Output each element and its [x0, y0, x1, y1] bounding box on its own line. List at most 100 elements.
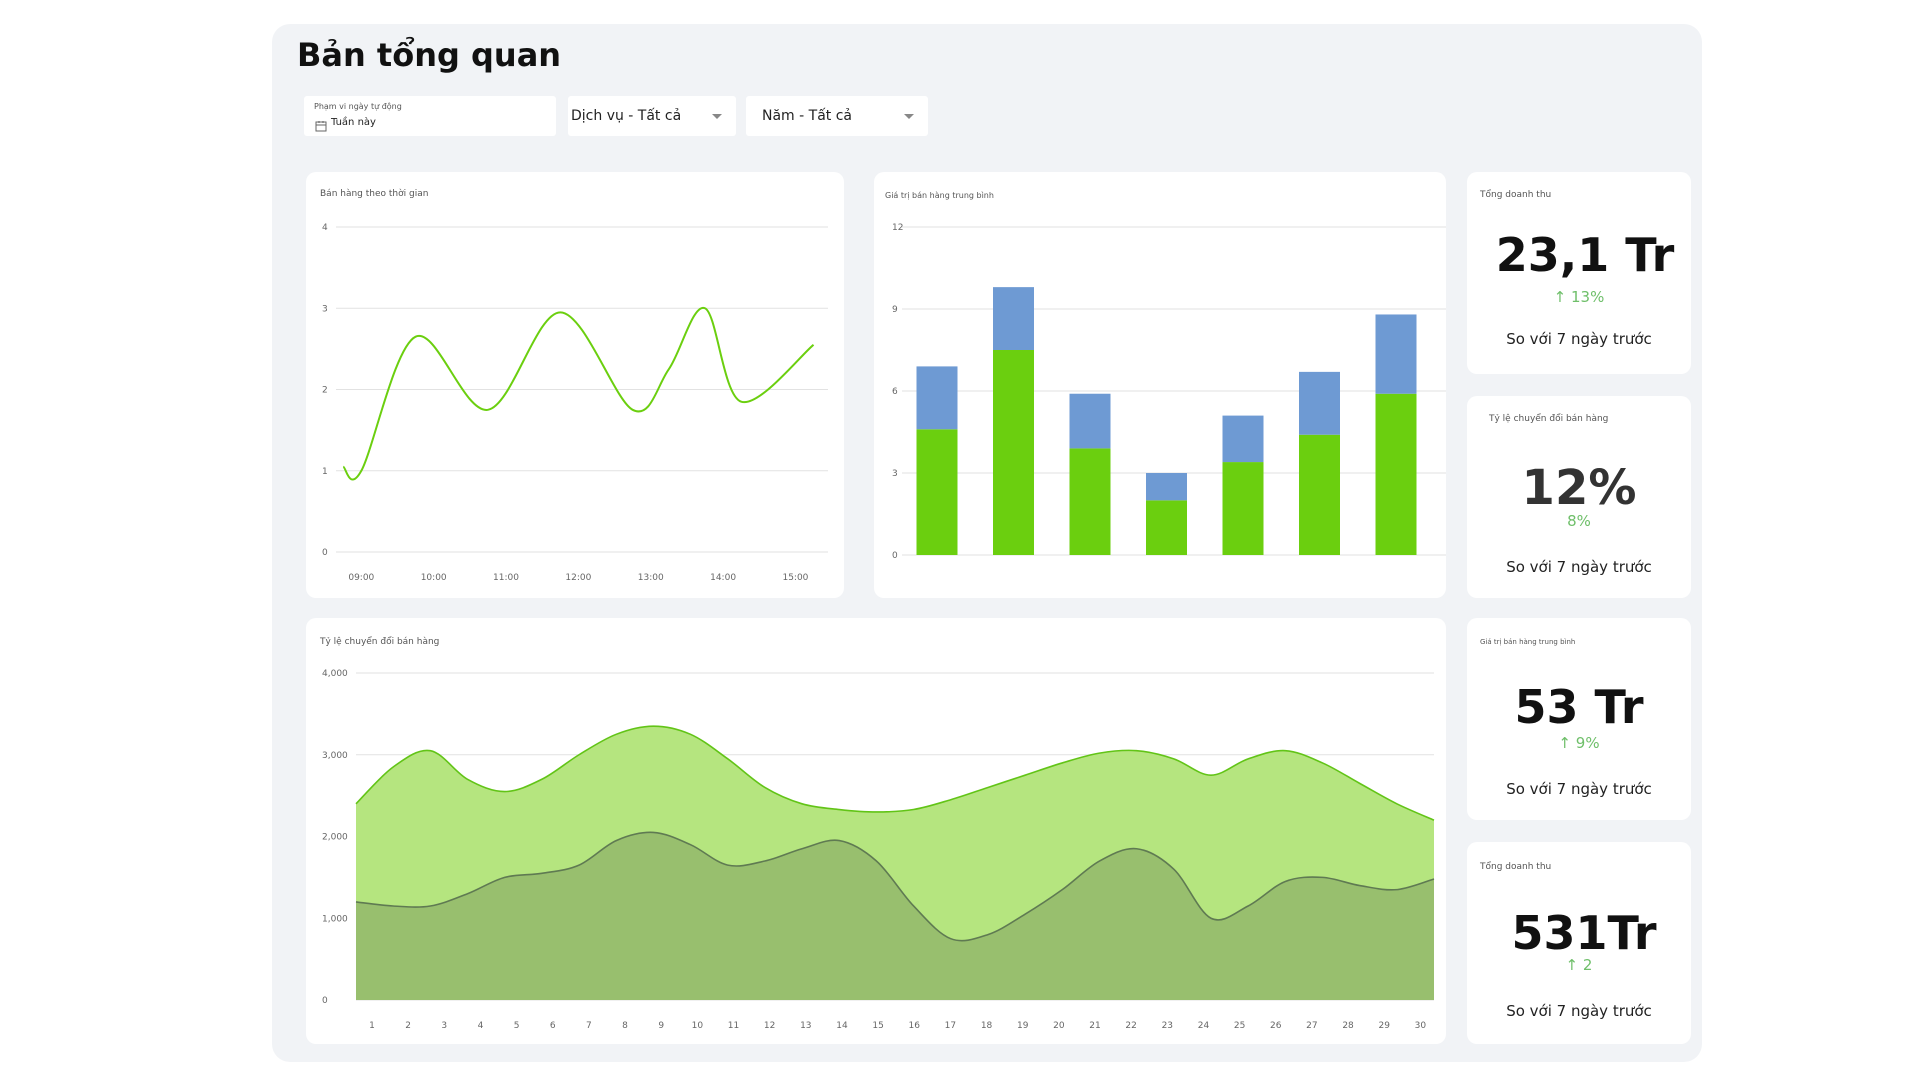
year-filter-value: Năm - Tất cả: [762, 108, 852, 124]
bar-segment-blue: [993, 287, 1034, 350]
y-tick-label: 12: [892, 223, 903, 233]
x-tick-label: 16: [909, 1021, 921, 1031]
x-tick-label: 29: [1378, 1021, 1390, 1031]
x-tick-label: 6: [550, 1021, 556, 1031]
kpi-title: Tổng doanh thu: [1480, 190, 1552, 200]
sales-over-time-chart: 0 1 2 3 4 09:00 10:00 11:00 12:00 13:00 14:00 15:00: [322, 223, 828, 583]
x-tick-label: 7: [586, 1021, 592, 1031]
x-tick-label: 14: [836, 1021, 848, 1031]
kpi-delta: ↑ 2: [1467, 956, 1691, 974]
bar-segment-green: [1069, 448, 1111, 555]
y-tick-label: 1: [322, 467, 328, 477]
x-tick-label: 9: [658, 1021, 664, 1031]
kpi-card-total-revenue: Tổng doanh thu 23,1 Tr ↑ 13% So với 7 ng…: [1467, 172, 1691, 374]
x-tick-label: 17: [945, 1021, 956, 1031]
y-tick-label: 0: [322, 548, 328, 558]
x-tick-label: 13: [800, 1021, 811, 1031]
x-tick-label: 19: [1017, 1021, 1029, 1031]
kpi-value: 12%: [1521, 460, 1637, 516]
x-tick-label: 10: [692, 1021, 704, 1031]
kpi-value: 23,1 Tr: [1495, 228, 1675, 282]
kpi-delta: ↑ 9%: [1467, 734, 1691, 752]
kpi-delta-value: 8%: [1567, 512, 1591, 530]
bar-segment-green: [1299, 434, 1340, 555]
x-tick-label: 21: [1089, 1021, 1100, 1031]
year-filter[interactable]: Năm - Tất cả: [746, 96, 928, 136]
bar-segment-blue: [1299, 371, 1340, 435]
kpi-compare: So với 7 ngày trước: [1506, 1002, 1652, 1020]
bar-segment-green: [1146, 500, 1187, 555]
area-line-light: [355, 725, 1435, 821]
bar-segment-blue: [916, 366, 958, 430]
y-tick-label: 9: [892, 305, 898, 315]
x-tick-label: 26: [1270, 1021, 1282, 1031]
x-tick-label: 15: [872, 1021, 883, 1031]
calendar-icon: [315, 117, 327, 136]
kpi-compare: So với 7 ngày trước: [1506, 780, 1652, 798]
area-line-dark: [355, 831, 1435, 942]
avg-sales-value-card: Giá trị bán hàng trung bình 0 3 6 9 12: [874, 172, 1446, 598]
x-tick-label: 15:00: [782, 573, 808, 583]
arrow-up-icon: ↑: [1553, 288, 1567, 306]
kpi-delta-value: 2: [1582, 956, 1593, 974]
kpi-value: 53 Tr: [1514, 680, 1644, 734]
kpi-card-avg-sales-value: Giá trị bán hàng trung bình 53 Tr ↑ 9% S…: [1467, 618, 1691, 820]
y-tick-label: 4: [322, 223, 328, 233]
x-tick-label: 13:00: [638, 573, 664, 583]
kpi-title: Tỷ lệ chuyển đổi bán hàng: [1489, 414, 1609, 424]
x-tick-label: 5: [514, 1021, 520, 1031]
kpi-delta: ↑ 13%: [1467, 288, 1691, 306]
x-tick-label: 20: [1053, 1021, 1065, 1031]
y-tick-label: 2,000: [322, 833, 348, 843]
x-tick-label: 11:00: [493, 573, 519, 583]
bar-segment-green: [1222, 462, 1264, 555]
bar-segment-green: [993, 350, 1034, 555]
x-tick-label: 4: [478, 1021, 484, 1031]
series-line: [342, 307, 815, 481]
date-range-label: Phạm vi ngày tự động: [314, 102, 402, 111]
bar-segment-blue: [1069, 393, 1111, 449]
bar-segment-blue: [1222, 415, 1264, 463]
kpi-card-conversion-rate: Tỷ lệ chuyển đổi bán hàng 12% 8% So với …: [1467, 396, 1691, 598]
x-tick-label: 12:00: [565, 573, 591, 583]
x-tick-label: 8: [622, 1021, 628, 1031]
x-tick-label: 23: [1162, 1021, 1173, 1031]
x-tick-label: 30: [1415, 1021, 1427, 1031]
kpi-compare: So với 7 ngày trước: [1506, 330, 1652, 348]
chart-title: Giá trị bán hàng trung bình: [885, 191, 994, 200]
x-tick-label: 27: [1306, 1021, 1317, 1031]
x-tick-label: 18: [981, 1021, 993, 1031]
kpi-title: Giá trị bán hàng trung bình: [1480, 638, 1576, 646]
y-tick-label: 6: [892, 387, 898, 397]
kpi-delta-value: 13%: [1571, 288, 1605, 306]
arrow-up-icon: ↑: [1558, 734, 1571, 752]
y-tick-label: 1,000: [322, 914, 348, 924]
kpi-compare: So với 7 ngày trước: [1506, 558, 1652, 576]
kpi-title: Tổng doanh thu: [1480, 862, 1552, 872]
kpi-card-total-revenue-2: Tổng doanh thu 531Tr ↑ 2 So với 7 ngày t…: [1467, 842, 1691, 1044]
kpi-value: 531Tr: [1511, 906, 1657, 960]
bar-segment-green: [916, 429, 958, 555]
arrow-up-icon: ↑: [1565, 956, 1579, 974]
x-tick-label: 2: [405, 1021, 411, 1031]
y-tick-label: 4,000: [322, 669, 348, 679]
x-tick-label: 25: [1234, 1021, 1245, 1031]
chart-title: Bán hàng theo thời gian: [320, 189, 429, 199]
x-tick-label: 11: [728, 1021, 739, 1031]
date-range-value: Tuần này: [331, 117, 376, 128]
y-tick-label: 3: [892, 469, 898, 479]
page-title: Bản tổng quan: [297, 36, 562, 74]
bar-segment-blue: [1146, 473, 1187, 501]
x-tick-label: 09:00: [348, 573, 374, 583]
service-filter[interactable]: Dịch vụ - Tất cả: [568, 96, 736, 136]
chart-title: Tỷ lệ chuyển đổi bán hàng: [320, 637, 440, 647]
x-tick-label: 12: [764, 1021, 775, 1031]
x-tick-label: 3: [441, 1021, 447, 1031]
sales-over-time-card: Bán hàng theo thời gian 0 1 2 3 4 09:00 10:00 1…: [306, 172, 844, 598]
y-tick-label: 0: [322, 996, 328, 1006]
x-tick-label: 14:00: [710, 573, 736, 583]
bar-segment-blue: [1375, 314, 1417, 394]
date-range-filter[interactable]: Phạm vi ngày tự động Tuần này: [304, 96, 556, 136]
x-tick-label: 22: [1125, 1021, 1136, 1031]
